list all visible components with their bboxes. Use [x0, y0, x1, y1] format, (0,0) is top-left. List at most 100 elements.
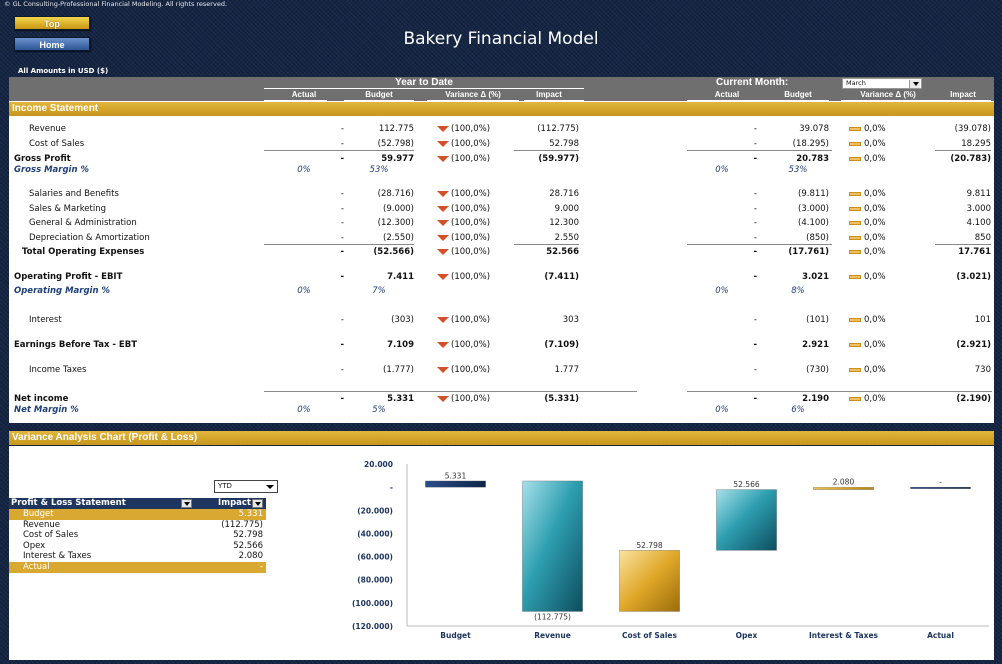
statement-row: Revenue - 112.775 (100,0%) (112.775) - 39.078 0… [9, 123, 994, 135]
row-label: Income Taxes [29, 365, 87, 375]
decrease-triangle-icon [437, 396, 449, 402]
ytd-actual-cell: - [340, 204, 344, 214]
cm-budget-cell: (9.811) [798, 189, 829, 199]
waterfall-bar [425, 480, 486, 488]
waterfall-bar [910, 486, 971, 489]
row-label: Net income [14, 394, 69, 404]
row-label: Earnings Before Tax - EBT [14, 340, 138, 350]
y-tick-label: 20.000 [364, 460, 393, 469]
statement-row: Gross Margin % 0% 53% 0% 53% [9, 164, 994, 176]
row-label: Revenue [29, 124, 67, 134]
home-button[interactable]: Home [14, 37, 90, 51]
ytd-impact-cell: 9.000 [554, 204, 579, 214]
ytd-variance-cell: (100,0%) [451, 218, 491, 228]
ytd-variance-cell: (100,0%) [451, 365, 491, 375]
ytd-actual-cell: - [340, 365, 344, 375]
cm-variance-cell: 0,0% [864, 340, 886, 350]
group-header-row: Year to Date Current Month: March [9, 77, 994, 89]
cm-actual-cell: - [753, 394, 757, 404]
ytd-budget-cell: (52.798) [377, 139, 414, 149]
ytd-budget-cell: 7.109 [387, 340, 414, 350]
cm-impact-cell: (2.190) [956, 394, 991, 404]
decrease-triangle-icon [437, 274, 449, 280]
cm-budget-cell: 6% [791, 405, 805, 415]
ytd-variance-cell: (100,0%) [451, 340, 491, 350]
waterfall-bar [716, 489, 777, 551]
row-label: Total Operating Expenses [22, 247, 145, 257]
ytd-impact-cell: 28.716 [549, 189, 579, 199]
ytd-variance-cell: (100,0%) [451, 272, 491, 282]
col-cm-actual: Actual [714, 90, 740, 99]
decrease-triangle-icon [437, 235, 449, 241]
ytd-impact-cell: 52.566 [546, 247, 579, 257]
neutral-bar-icon [849, 343, 861, 347]
page-title: Bakery Financial Model [403, 29, 599, 49]
cm-impact-cell: 9.811 [966, 189, 991, 199]
cm-variance-cell: 0,0% [864, 204, 886, 214]
decrease-triangle-icon [437, 367, 449, 373]
col-cm-variance: Variance Δ (%) [860, 90, 916, 99]
statement-row: Operating Margin % 0% 7% 0% 8% [9, 285, 994, 297]
total-rule [264, 391, 637, 392]
waterfall-bar [813, 486, 874, 490]
period-filter-dropdown[interactable]: YTD [214, 480, 278, 493]
neutral-bar-icon [849, 157, 861, 161]
ytd-actual-cell: 0% [297, 286, 311, 296]
neutral-bar-icon [849, 250, 861, 254]
y-tick-label: (60.000) [357, 553, 393, 562]
ytd-impact-cell: (5.331) [544, 394, 579, 404]
ytd-impact-cell: 2.550 [554, 233, 579, 243]
ytd-budget-cell: (1.777) [383, 365, 414, 375]
cm-budget-cell: 53% [788, 165, 808, 175]
cm-budget-cell: 20.783 [796, 154, 829, 164]
sort-filter-icon[interactable] [252, 499, 263, 508]
cm-budget-cell: 8% [791, 286, 805, 296]
ytd-impact-cell: 1.777 [554, 365, 579, 375]
ytd-actual-cell: 0% [297, 165, 311, 175]
neutral-bar-icon [849, 127, 861, 131]
data-label: 52.798 [636, 541, 662, 550]
pivot-header-label: Profit & Loss Statement [11, 498, 126, 508]
y-tick-label: - [390, 483, 393, 492]
neutral-bar-icon [849, 318, 861, 322]
row-label: Gross Margin % [14, 165, 89, 175]
cm-variance-cell: 0,0% [864, 139, 886, 149]
cm-impact-cell: (39.078) [954, 124, 991, 134]
cm-variance-cell: 0,0% [864, 365, 886, 375]
cm-actual-cell: - [753, 247, 757, 257]
x-category-label: Revenue [534, 631, 571, 640]
ytd-group-label: Year to Date [395, 77, 453, 88]
cm-impact-cell: (20.783) [950, 154, 991, 164]
data-label: (112.775) [534, 612, 571, 621]
ytd-impact-cell: 52.798 [549, 139, 579, 149]
neutral-bar-icon [849, 397, 861, 401]
row-filter-icon[interactable] [181, 499, 192, 508]
ytd-budget-cell: 5.331 [387, 394, 414, 404]
decrease-triangle-icon [437, 206, 449, 212]
data-label: - [939, 478, 942, 487]
cm-budget-cell: (3.000) [798, 204, 829, 214]
income-statement-header: Income Statement [9, 102, 994, 116]
x-category-label: Actual [927, 631, 954, 640]
cm-impact-cell: (2.921) [956, 340, 991, 350]
statement-row: Net Margin % 0% 5% 0% 6% [9, 404, 994, 416]
ytd-budget-cell: 7.411 [387, 272, 414, 282]
subtotal-rule [264, 244, 414, 245]
data-label: 2.080 [833, 478, 855, 487]
currency-note: All Amounts in USD ($) [18, 67, 109, 75]
ytd-variance-cell: (100,0%) [451, 189, 491, 199]
month-dropdown[interactable]: March [842, 78, 922, 89]
cm-impact-cell: 730 [974, 365, 991, 375]
cm-actual-cell: - [753, 218, 757, 228]
top-button[interactable]: Top [14, 16, 90, 30]
pivot-header-row: Profit & Loss Statement Impact [9, 498, 266, 509]
ytd-impact-cell: 12.300 [549, 218, 579, 228]
cm-variance-cell: 0,0% [864, 315, 886, 325]
cm-actual-cell: - [753, 204, 757, 214]
statement-row: Sales & Marketing - (9.000) (100,0%) 9.000 - (… [9, 203, 994, 215]
chevron-down-icon[interactable] [909, 80, 920, 88]
neutral-bar-icon [849, 142, 861, 146]
row-label: Sales & Marketing [29, 204, 107, 214]
cm-impact-cell: (3.021) [956, 272, 991, 282]
y-tick-label: (120.000) [352, 622, 393, 631]
